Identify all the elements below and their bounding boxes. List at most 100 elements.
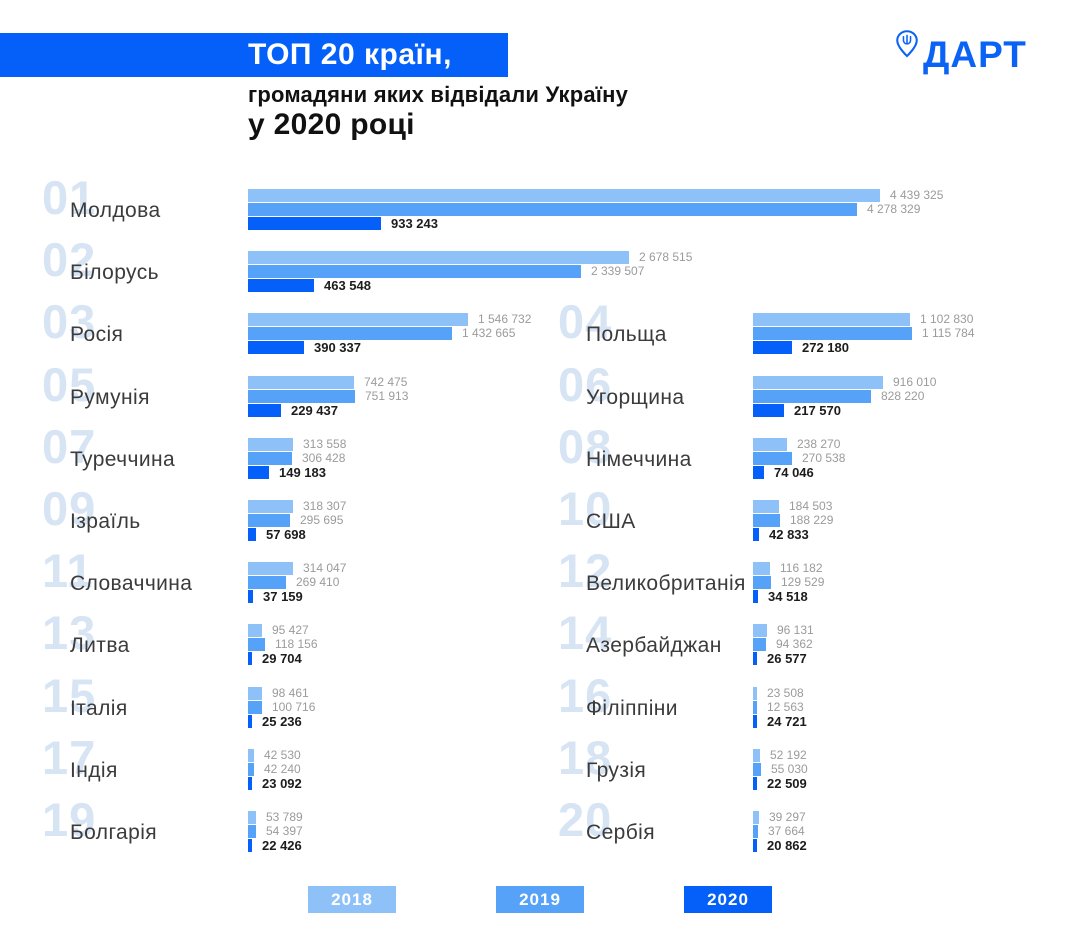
country-label-block: 06 Угорщина <box>558 361 753 419</box>
country-label-block: 20 Сербія <box>558 796 753 854</box>
country-label-block: 09 Ізраїль <box>42 485 248 543</box>
value-2019: 270 538 <box>802 451 846 465</box>
bar-line-2020: 57 698 <box>248 527 346 542</box>
value-2018: 318 307 <box>303 499 347 513</box>
rank-number: 04 <box>558 295 613 348</box>
bar-2020 <box>753 589 758 603</box>
bar-group: 184 503 188 229 42 833 <box>753 499 834 542</box>
value-2018: 1 102 830 <box>920 312 974 326</box>
bar-group: 53 789 54 397 22 426 <box>248 810 303 853</box>
bar-2018 <box>753 561 770 575</box>
country-name: Сербія <box>586 821 655 844</box>
bar-2019 <box>753 637 766 651</box>
value-2020: 20 862 <box>767 837 807 853</box>
rank-number: 17 <box>42 731 97 784</box>
bar-2020 <box>248 589 253 603</box>
bar-2020 <box>248 776 252 790</box>
bar-line-2020: 37 159 <box>248 589 346 604</box>
bar-line-2018: 313 558 <box>248 437 346 451</box>
country-row: 05 Румунія 742 475 751 913 229 437 <box>42 361 408 419</box>
bar-group: 116 182 129 529 34 518 <box>753 561 824 604</box>
bar-2019 <box>753 575 771 589</box>
bar-line-2019: 4 278 329 <box>248 202 943 216</box>
value-2019: 306 428 <box>302 451 346 465</box>
country-label-block: 16 Філіппіни <box>558 672 753 730</box>
bar-line-2018: 318 307 <box>248 499 346 513</box>
value-2020: 933 243 <box>391 215 438 231</box>
value-2019: 188 229 <box>790 513 834 527</box>
bar-2020 <box>248 403 281 417</box>
bar-line-2018: 95 427 <box>248 623 318 637</box>
bar-2020 <box>248 651 252 665</box>
country-name: Білорусь <box>70 261 159 284</box>
bar-line-2018: 238 270 <box>753 437 845 451</box>
country-row: 02 Білорусь 2 678 515 2 339 507 463 548 <box>42 236 693 294</box>
country-row: 11 Словаччина 314 047 269 410 37 159 <box>42 547 346 605</box>
value-2019: 269 410 <box>296 575 340 589</box>
bar-2020 <box>753 340 792 354</box>
bar-2019 <box>753 700 757 714</box>
country-name: Італія <box>70 697 128 720</box>
bar-line-2019: 37 664 <box>753 824 807 838</box>
bar-line-2020: 74 046 <box>753 465 845 480</box>
country-label-block: 12 Великобританія <box>558 547 753 605</box>
page-title: ТОП 20 країн, <box>248 38 452 71</box>
country-row: 01 Молдова 4 439 325 4 278 329 933 243 <box>42 174 943 232</box>
value-2019: 1 115 784 <box>922 326 975 340</box>
bar-line-2020: 390 337 <box>248 340 531 355</box>
bar-2020 <box>753 527 759 541</box>
country-row: 15 Італія 98 461 100 716 25 236 <box>42 672 315 730</box>
value-2018: 23 508 <box>767 686 804 700</box>
bar-2018 <box>753 499 779 513</box>
bar-group: 318 307 295 695 57 698 <box>248 499 346 542</box>
country-label-block: 11 Словаччина <box>42 547 248 605</box>
country-row: 18 Грузія 52 192 55 030 22 509 <box>558 734 808 792</box>
value-2020: 23 092 <box>262 775 302 791</box>
bar-line-2018: 42 530 <box>248 748 302 762</box>
bar-2018 <box>248 375 354 389</box>
bar-line-2020: 42 833 <box>753 527 833 542</box>
rank-number: 14 <box>558 606 613 659</box>
bar-2019 <box>248 637 265 651</box>
country-label-block: 05 Румунія <box>42 361 248 419</box>
value-2020: 24 721 <box>767 713 807 729</box>
value-2018: 2 678 515 <box>639 250 693 264</box>
country-name: Росія <box>70 323 124 346</box>
rank-number: 12 <box>558 544 613 597</box>
value-2020: 26 577 <box>767 650 807 666</box>
bar-group: 95 427 118 156 29 704 <box>248 623 318 666</box>
bar-2018 <box>248 623 262 637</box>
value-2019: 37 664 <box>768 824 805 838</box>
value-2019: 94 362 <box>776 637 813 651</box>
country-name: Польща <box>586 323 667 346</box>
bar-2019 <box>248 513 290 527</box>
bar-2020 <box>248 278 314 292</box>
country-row: 16 Філіппіни 23 508 12 563 24 721 <box>558 672 807 730</box>
page-subtitle: громадяни яких відвідали Україну <box>248 82 629 107</box>
rank-number: 20 <box>558 793 613 846</box>
rank-number: 19 <box>42 793 97 846</box>
rank-number: 02 <box>42 233 97 286</box>
rank-number: 13 <box>42 606 97 659</box>
bar-line-2018: 53 789 <box>248 810 303 824</box>
bar-line-2019: 1 115 784 <box>753 326 975 340</box>
value-2019: 42 240 <box>264 762 301 776</box>
value-2018: 95 427 <box>272 623 309 637</box>
country-row: 20 Сербія 39 297 37 664 20 862 <box>558 796 807 854</box>
country-label-block: 14 Азербайджан <box>558 609 753 667</box>
country-name: Туреччина <box>70 448 176 471</box>
bar-2020 <box>248 340 304 354</box>
bar-group: 314 047 269 410 37 159 <box>248 561 346 604</box>
bar-group: 2 678 515 2 339 507 463 548 <box>248 250 693 293</box>
bar-line-2018: 1 102 830 <box>753 312 975 326</box>
logo-text: ДАРТ <box>923 34 1027 75</box>
country-label-block: 08 Німеччина <box>558 423 753 481</box>
country-name: Румунія <box>70 386 150 409</box>
bar-line-2019: 306 428 <box>248 451 346 465</box>
bar-2018 <box>753 810 759 824</box>
bar-line-2018: 4 439 325 <box>248 188 943 202</box>
bar-line-2018: 39 297 <box>753 810 807 824</box>
bar-line-2019: 828 220 <box>753 389 936 403</box>
country-label-block: 15 Італія <box>42 672 248 730</box>
value-2019: 1 432 665 <box>462 326 516 340</box>
